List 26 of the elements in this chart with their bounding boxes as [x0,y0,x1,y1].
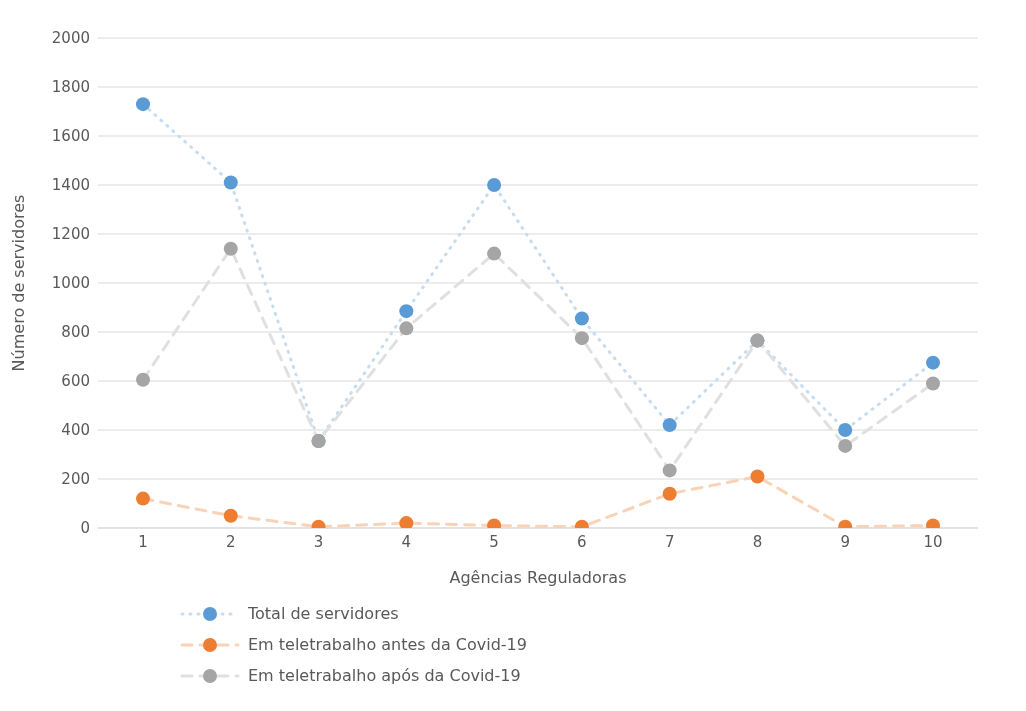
x-tick-label: 6 [577,532,587,551]
y-axis-title: Número de servidores [8,194,28,372]
x-tick-label: 5 [489,532,499,551]
x-tick-label: 2 [226,532,236,551]
x-tick-label: 10 [923,532,943,551]
y-tick-label: 800 [61,323,90,342]
legend-label: Em teletrabalho após da Covid-19 [248,665,521,687]
x-tick-label: 1 [138,532,148,551]
x-tick-label: 7 [664,532,675,551]
y-tick-label: 1800 [51,78,90,97]
y-tick-label: 2000 [51,29,90,48]
legend-label: Em teletrabalho antes da Covid-19 [248,634,527,656]
y-tick-label: 0 [80,519,90,538]
y-tick-label: 1600 [51,127,90,146]
y-tick-label: 400 [61,421,90,440]
x-tick-label: 8 [752,532,763,551]
y-tick-label: 200 [61,470,90,489]
y-tick-label: 1000 [51,274,90,293]
x-tick-label: 3 [313,532,324,551]
x-tick-label: 4 [401,532,412,551]
x-axis-title: Agências Reguladoras [449,568,627,587]
y-tick-label: 600 [61,372,90,391]
x-tick-label: 9 [840,532,850,551]
y-tick-label: 1400 [51,176,90,195]
y-tick-label: 1200 [51,225,90,244]
legend-label: Total de servidores [248,603,399,625]
